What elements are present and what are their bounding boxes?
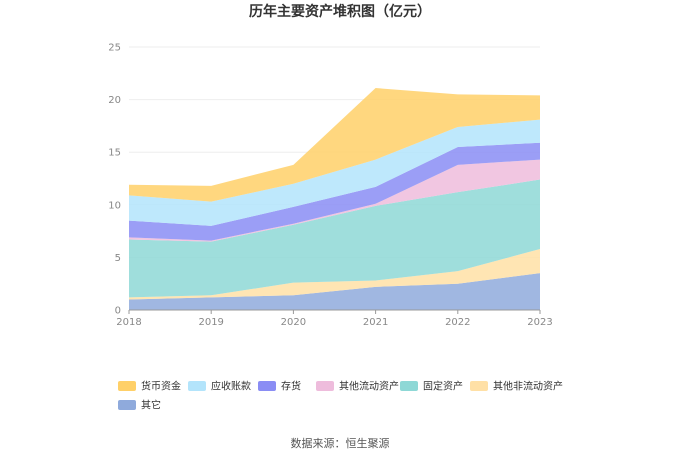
y-tick-label: 10 bbox=[108, 200, 121, 211]
x-tick-label: 2020 bbox=[281, 317, 306, 328]
area-5 bbox=[129, 119, 540, 226]
area-3 bbox=[129, 159, 540, 242]
legend-swatch bbox=[316, 381, 334, 391]
area-series bbox=[129, 88, 540, 310]
legend-label: 应收账款 bbox=[211, 380, 251, 393]
legend-swatch bbox=[258, 381, 276, 391]
legend-item: 其他非流动资产 bbox=[470, 380, 563, 393]
x-tick-label: 2018 bbox=[116, 317, 141, 328]
legend-label: 其他流动资产 bbox=[339, 380, 399, 393]
chart-title: 历年主要资产堆积图（亿元） bbox=[249, 3, 431, 20]
area-2 bbox=[129, 179, 540, 298]
legend-item: 固定资产 bbox=[400, 380, 463, 393]
x-tick-label: 2021 bbox=[363, 317, 388, 328]
legend-label: 存货 bbox=[281, 380, 301, 393]
legend-swatch bbox=[118, 400, 136, 410]
legend-item: 其它 bbox=[118, 399, 161, 412]
area-4 bbox=[129, 142, 540, 241]
x-tick-label: 2019 bbox=[198, 317, 223, 328]
legend-item: 其他流动资产 bbox=[316, 380, 399, 393]
legend-item: 存货 bbox=[258, 380, 301, 393]
y-tick-label: 0 bbox=[115, 306, 121, 317]
legend-swatch bbox=[470, 381, 488, 391]
x-tick-label: 2022 bbox=[445, 317, 470, 328]
legend-item: 货币资金 bbox=[118, 380, 181, 393]
data-source-note: 数据来源：恒生聚源 bbox=[291, 436, 390, 450]
legend-label: 货币资金 bbox=[141, 380, 181, 393]
y-tick-label: 25 bbox=[108, 43, 121, 54]
area-6 bbox=[129, 88, 540, 202]
legend-swatch bbox=[118, 381, 136, 391]
x-tick-label: 2023 bbox=[527, 317, 552, 328]
area-0 bbox=[129, 273, 540, 310]
legend-label: 其他非流动资产 bbox=[493, 380, 563, 393]
y-tick-label: 15 bbox=[108, 148, 121, 159]
legend-swatch bbox=[400, 381, 418, 391]
legend-swatch bbox=[188, 381, 206, 391]
legend-label: 其它 bbox=[141, 399, 161, 412]
area-1 bbox=[129, 248, 540, 300]
y-tick-label: 5 bbox=[115, 253, 121, 264]
legend-item: 应收账款 bbox=[188, 380, 251, 393]
axes: 0 5 10 15 20 25 2018 2019 2020 2021 2022 2023 bbox=[108, 43, 552, 329]
y-tick-label: 20 bbox=[108, 95, 121, 106]
legend-label: 固定资产 bbox=[423, 380, 463, 393]
